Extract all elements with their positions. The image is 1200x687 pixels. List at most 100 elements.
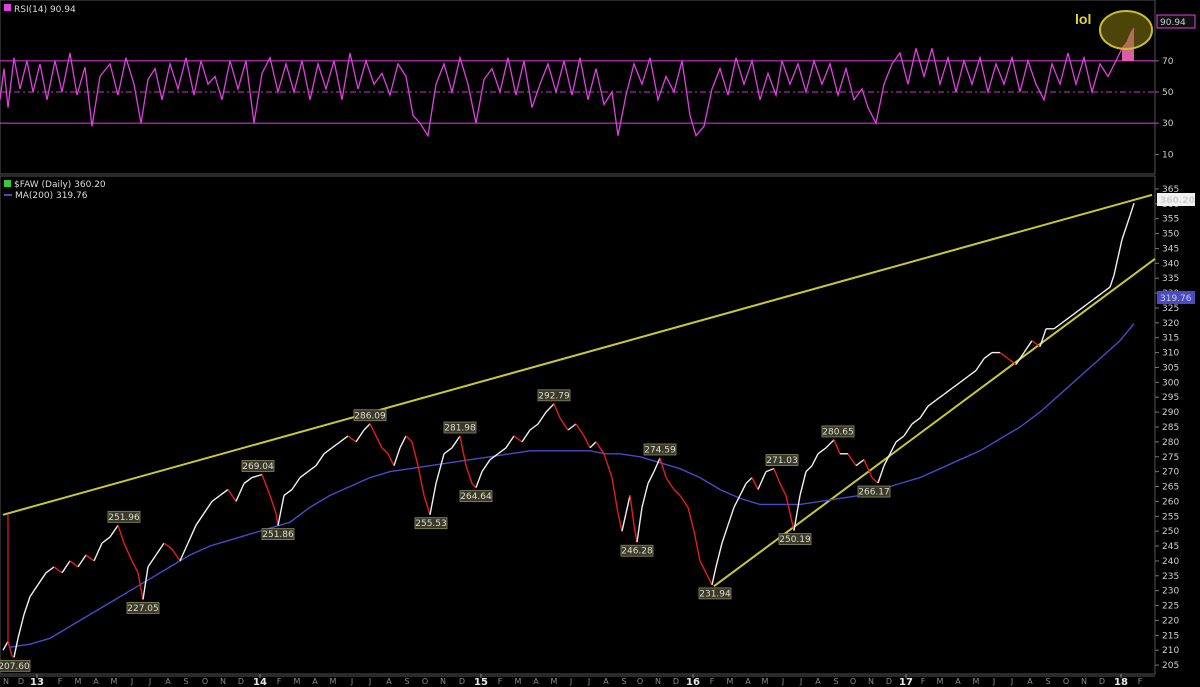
price-segment — [137, 572, 144, 600]
price-tick-label: 225 — [1162, 602, 1179, 612]
price-tick-label: 350 — [1162, 230, 1179, 240]
price-segment — [567, 423, 577, 431]
price-tick-label: 285 — [1162, 423, 1179, 433]
price-segment — [999, 352, 1009, 360]
price-tick-label: 310 — [1162, 349, 1179, 359]
x-month-label: S — [1045, 677, 1050, 686]
price-tick-label: 315 — [1162, 334, 1179, 344]
price-segment — [633, 525, 638, 543]
price-segment — [1039, 328, 1047, 347]
price-segment — [1061, 316, 1071, 324]
price-annotation-label: 231.94 — [699, 589, 731, 599]
ma-value-badge: 319.76 — [1157, 291, 1195, 304]
x-month-label: J — [992, 677, 995, 686]
price-segment — [347, 435, 357, 443]
x-month-label: J — [587, 677, 590, 686]
price-segment — [617, 513, 623, 532]
price-value-badge-bg — [1157, 193, 1195, 206]
price-segment — [1077, 304, 1087, 312]
price-segment — [77, 554, 87, 568]
price-tick-label: 250 — [1162, 527, 1179, 537]
x-month-label: M — [294, 677, 301, 686]
price-line — [2, 202, 1135, 658]
price-segment — [291, 477, 301, 490]
price-segment — [387, 453, 395, 467]
x-month-label: F — [58, 677, 63, 686]
price-segment — [7, 641, 13, 657]
price-segment — [951, 381, 961, 389]
price-annotation-box — [821, 425, 855, 438]
price-segment — [69, 560, 79, 568]
price-annotation-box — [698, 587, 732, 600]
price-tick-label: 280 — [1162, 438, 1179, 448]
x-month-label: M — [111, 677, 118, 686]
price-segment — [1125, 215, 1131, 228]
price-annotation-label: 250.19 — [779, 535, 811, 545]
price-segment — [927, 399, 937, 407]
price-tick-label: 300 — [1162, 378, 1179, 388]
price-segment — [23, 596, 31, 615]
x-year-label: 14 — [253, 677, 267, 687]
price-segment — [1109, 274, 1115, 288]
price-segment — [147, 554, 157, 568]
price-segment — [187, 524, 197, 544]
price-segment — [435, 453, 445, 484]
rsi-tick-label: 50 — [1162, 88, 1174, 98]
price-segment — [85, 554, 95, 562]
price-segment — [521, 429, 531, 443]
price-annotation-label: 264.64 — [460, 492, 492, 502]
price-segment — [847, 453, 857, 467]
x-month-label: J — [350, 677, 353, 686]
price-segment — [489, 453, 499, 461]
price-segment — [636, 507, 643, 543]
price-segment — [1031, 340, 1041, 348]
x-month-label: M — [515, 677, 522, 686]
price-segment — [595, 441, 605, 455]
price-segment — [1053, 322, 1063, 330]
price-segment — [123, 542, 133, 562]
price-segment — [465, 465, 473, 484]
price-segment — [895, 435, 905, 443]
price-segment — [399, 435, 407, 449]
x-month-label: M — [973, 677, 980, 686]
price-segment — [471, 483, 477, 489]
price-segment — [117, 525, 125, 544]
price-segment — [203, 501, 213, 514]
price-annotation-box — [857, 485, 891, 498]
price-tick-label: 235 — [1162, 572, 1179, 582]
price-segment — [757, 471, 767, 490]
x-month-label: J — [368, 677, 371, 686]
price-annotation-label: 280.65 — [822, 427, 854, 437]
price-segment — [779, 483, 787, 496]
price-segment — [727, 507, 735, 526]
price-segment — [793, 495, 801, 531]
x-year-label: 15 — [474, 677, 488, 687]
x-month-label: S — [404, 677, 409, 686]
price-segment — [369, 423, 377, 437]
price-annotation-box — [353, 409, 387, 422]
x-month-label: M — [75, 677, 82, 686]
price-segment — [423, 495, 431, 515]
price-segment — [721, 524, 729, 544]
price-segment — [101, 536, 111, 544]
price-annotation-box — [643, 443, 677, 456]
trendlines — [2, 193, 1156, 588]
x-month-label: D — [238, 677, 244, 686]
price-segment — [93, 542, 103, 562]
ma-series-line — [9, 323, 1135, 648]
price-segment — [665, 477, 675, 490]
rsi-axis: 10 30 50 70 — [1155, 57, 1174, 160]
price-annotation-label: 251.96 — [108, 513, 140, 523]
rsi-series-line — [0, 27, 1135, 138]
rsi-annotation-text: lol — [1075, 11, 1091, 27]
trendline — [2, 193, 1153, 516]
price-tick-label: 215 — [1162, 631, 1179, 641]
price-panel: 207.60 227.05 251.96 251.86 269.04 286.09 255.… — [0, 175, 1195, 675]
rsi-value-badge-bg — [1156, 14, 1196, 29]
price-segment — [603, 453, 613, 478]
price-segment — [1015, 352, 1025, 365]
price-segment — [417, 465, 425, 496]
price-segment — [211, 494, 221, 502]
